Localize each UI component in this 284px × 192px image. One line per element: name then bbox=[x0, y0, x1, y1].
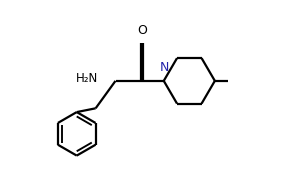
Text: O: O bbox=[138, 24, 147, 37]
Text: N: N bbox=[160, 61, 169, 74]
Text: H₂N: H₂N bbox=[76, 72, 99, 84]
